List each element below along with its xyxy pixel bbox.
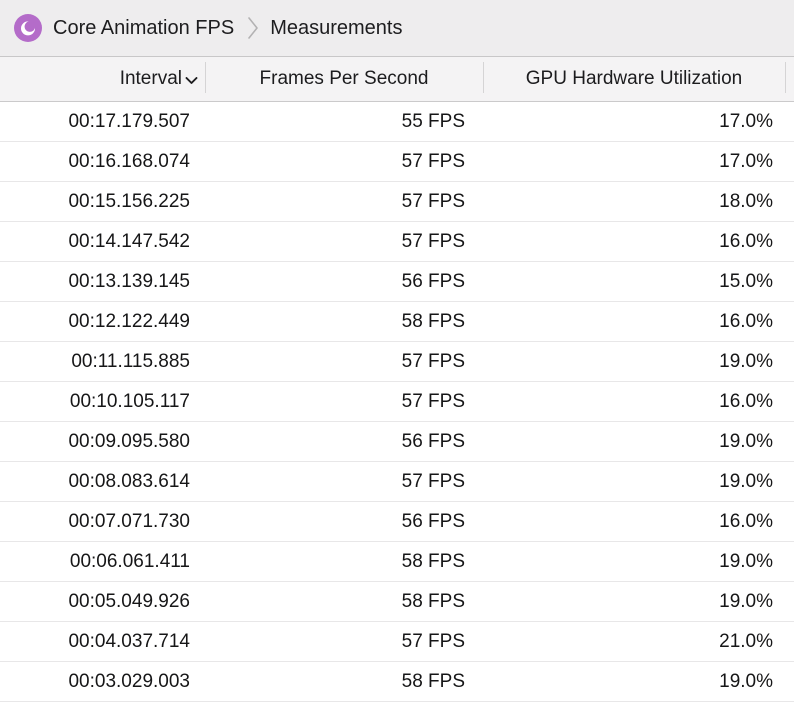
gpu-cell: 19.0% (719, 430, 773, 452)
column-header-interval-label: Interval (119, 68, 182, 89)
table-row[interactable]: 00:06.061.411 58 FPS 19.0% (0, 542, 794, 582)
column-header-fps[interactable]: Frames Per Second (205, 57, 483, 101)
interval-cell: 00:07.071.730 (68, 510, 190, 532)
interval-cell: 00:04.037.714 (68, 630, 190, 652)
breadcrumb: Core Animation FPS Measurements (0, 0, 794, 57)
gpu-cell: 15.0% (719, 270, 773, 292)
fps-cell: 57 FPS (401, 230, 465, 252)
gpu-cell: 19.0% (719, 670, 773, 692)
fps-cell: 56 FPS (401, 270, 465, 292)
table-row[interactable]: 00:13.139.145 56 FPS 15.0% (0, 262, 794, 302)
gpu-cell: 19.0% (719, 590, 773, 612)
column-header-spacer (785, 57, 794, 101)
fps-cell: 56 FPS (401, 430, 465, 452)
table-row[interactable]: 00:12.122.449 58 FPS 16.0% (0, 302, 794, 342)
gpu-cell: 16.0% (719, 390, 773, 412)
gpu-cell: 19.0% (719, 470, 773, 492)
table-header: Interval Frames Per Second GPU Hardware … (0, 57, 794, 102)
interval-cell: 00:03.029.003 (68, 670, 190, 692)
core-animation-fps-icon (14, 14, 42, 42)
column-header-gpu[interactable]: GPU Hardware Utilization (483, 57, 785, 101)
fps-cell: 58 FPS (401, 550, 465, 572)
fps-cell: 55 FPS (401, 110, 465, 132)
column-header-fps-label: Frames Per Second (259, 68, 429, 89)
interval-cell: 00:08.083.614 (68, 470, 190, 492)
fps-cell: 57 FPS (401, 150, 465, 172)
gpu-cell: 19.0% (719, 350, 773, 372)
table-row[interactable]: 00:05.049.926 58 FPS 19.0% (0, 582, 794, 622)
table-row[interactable]: 00:17.179.507 55 FPS 17.0% (0, 102, 794, 142)
breadcrumb-item-measurements[interactable]: Measurements (270, 16, 403, 39)
table-row[interactable]: 00:08.083.614 57 FPS 19.0% (0, 462, 794, 502)
fps-cell: 57 FPS (401, 470, 465, 492)
table-row[interactable]: 00:16.168.074 57 FPS 17.0% (0, 142, 794, 182)
interval-cell: 00:15.156.225 (68, 190, 190, 212)
gpu-cell: 21.0% (719, 630, 773, 652)
fps-cell: 57 FPS (401, 350, 465, 372)
fps-cell: 57 FPS (401, 630, 465, 652)
gpu-cell: 16.0% (719, 510, 773, 532)
table-row[interactable]: 00:14.147.542 57 FPS 16.0% (0, 222, 794, 262)
fps-cell: 58 FPS (401, 670, 465, 692)
table-row[interactable]: 00:07.071.730 56 FPS 16.0% (0, 502, 794, 542)
interval-cell: 00:09.095.580 (68, 430, 190, 452)
measurements-table: 00:17.179.507 55 FPS 17.0% 00:16.168.074… (0, 102, 794, 702)
fps-cell: 57 FPS (401, 190, 465, 212)
interval-cell: 00:12.122.449 (68, 310, 190, 332)
interval-cell: 00:06.061.411 (69, 550, 190, 572)
gpu-cell: 18.0% (719, 190, 773, 212)
gpu-cell: 16.0% (719, 310, 773, 332)
table-row[interactable]: 00:09.095.580 56 FPS 19.0% (0, 422, 794, 462)
table-row[interactable]: 00:10.105.117 57 FPS 16.0% (0, 382, 794, 422)
fps-cell: 58 FPS (401, 590, 465, 612)
interval-cell: 00:11.115.885 (71, 350, 190, 372)
column-header-interval[interactable]: Interval (0, 57, 205, 101)
table-row[interactable]: 00:04.037.714 57 FPS 21.0% (0, 622, 794, 662)
fps-cell: 58 FPS (401, 310, 465, 332)
interval-cell: 00:13.139.145 (68, 270, 190, 292)
gpu-cell: 19.0% (719, 550, 773, 572)
interval-cell: 00:14.147.542 (68, 230, 190, 252)
sort-chevron-down-icon (185, 77, 198, 84)
interval-cell: 00:17.179.507 (68, 110, 190, 132)
breadcrumb-chevron-icon (247, 15, 259, 41)
fps-cell: 56 FPS (401, 510, 465, 532)
table-row[interactable]: 00:15.156.225 57 FPS 18.0% (0, 182, 794, 222)
column-header-gpu-label: GPU Hardware Utilization (525, 68, 743, 89)
table-row[interactable]: 00:11.115.885 57 FPS 19.0% (0, 342, 794, 382)
interval-cell: 00:16.168.074 (68, 150, 190, 172)
interval-cell: 00:10.105.117 (69, 390, 190, 412)
gpu-cell: 16.0% (719, 230, 773, 252)
gpu-cell: 17.0% (719, 110, 773, 132)
fps-cell: 57 FPS (401, 390, 465, 412)
table-row[interactable]: 00:03.029.003 58 FPS 19.0% (0, 662, 794, 702)
interval-cell: 00:05.049.926 (68, 590, 190, 612)
gpu-cell: 17.0% (719, 150, 773, 172)
breadcrumb-item-instrument[interactable]: Core Animation FPS (53, 16, 235, 39)
